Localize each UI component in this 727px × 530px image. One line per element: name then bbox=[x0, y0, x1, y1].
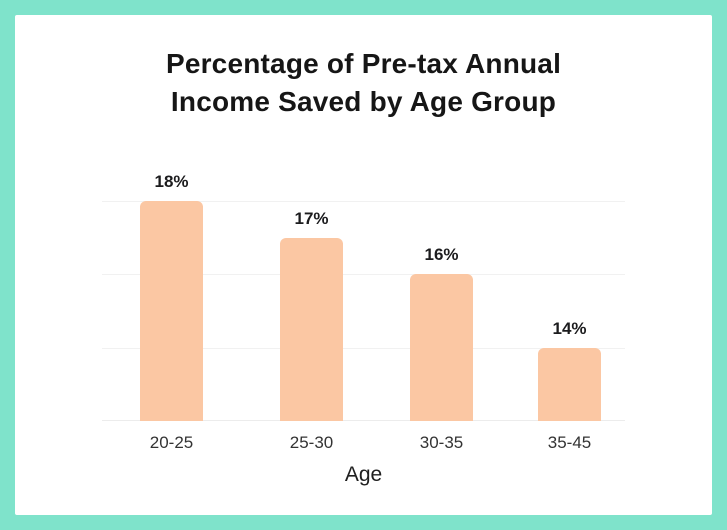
chart-title: Percentage of Pre-tax Annual Income Save… bbox=[15, 45, 712, 121]
bar-group-20-25: 18% 20-25 bbox=[140, 172, 203, 452]
x-axis-title: Age bbox=[344, 463, 383, 486]
bar-group-25-30: 17% 25-30 bbox=[280, 209, 343, 452]
bar-25-30 bbox=[280, 237, 343, 421]
bar-30-35 bbox=[410, 274, 473, 421]
gridline bbox=[102, 274, 625, 275]
category-label: 20-25 bbox=[149, 433, 194, 452]
bar-value-label: 14% bbox=[552, 318, 587, 338]
category-label: 35-45 bbox=[547, 433, 592, 452]
bar-35-45 bbox=[538, 347, 601, 421]
gridline bbox=[102, 201, 625, 202]
chart-title-text: Percentage of Pre-tax Annual Income Save… bbox=[165, 48, 562, 117]
category-label: 30-35 bbox=[419, 433, 464, 452]
category-label: 25-30 bbox=[289, 433, 334, 452]
plot-area: 18% 20-25 17% 25-30 16% 30-35 14% 35-45 bbox=[102, 172, 625, 452]
bar-value-label: 16% bbox=[424, 245, 459, 265]
bar-20-25 bbox=[140, 201, 203, 421]
bar-group-35-45: 14% 35-45 bbox=[538, 319, 601, 452]
bar-group-30-35: 16% 30-35 bbox=[410, 245, 473, 452]
bar-value-label: 18% bbox=[154, 172, 189, 191]
gridline bbox=[102, 348, 625, 349]
chart-card: Percentage of Pre-tax Annual Income Save… bbox=[15, 15, 712, 515]
gridline bbox=[102, 420, 625, 421]
bar-value-label: 17% bbox=[294, 208, 329, 228]
